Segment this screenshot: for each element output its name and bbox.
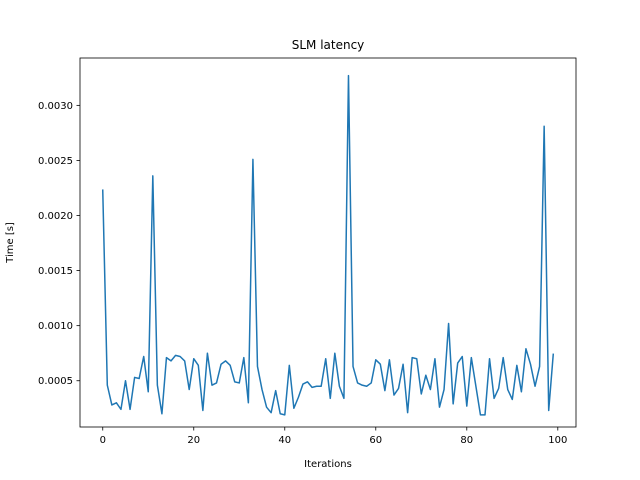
y-tick-label: 0.0015 (38, 266, 73, 277)
x-tick-label: 80 (460, 435, 473, 446)
y-tick-label: 0.0025 (38, 156, 73, 167)
y-tick-label: 0.0020 (38, 211, 73, 222)
plot-frame (79, 57, 577, 428)
x-axis-label: Iterations (304, 459, 352, 470)
series-line (101, 74, 555, 416)
axis-ticks: 0 20 40 60 80 100 0.0005 0.0010 0.0015 0.0020 0.00… (38, 101, 567, 446)
x-tick-label: 20 (187, 435, 200, 446)
chart-title: SLM latency (292, 38, 365, 52)
x-tick-label: 0 (100, 435, 106, 446)
x-tick-label: 100 (548, 435, 567, 446)
x-tick-label: 40 (278, 435, 291, 446)
y-tick-label: 0.0005 (38, 376, 73, 387)
y-axis-label: Time [s] (5, 222, 16, 264)
x-tick-label: 60 (369, 435, 382, 446)
y-tick-label: 0.0030 (38, 101, 73, 112)
y-tick-label: 0.0010 (38, 321, 73, 332)
